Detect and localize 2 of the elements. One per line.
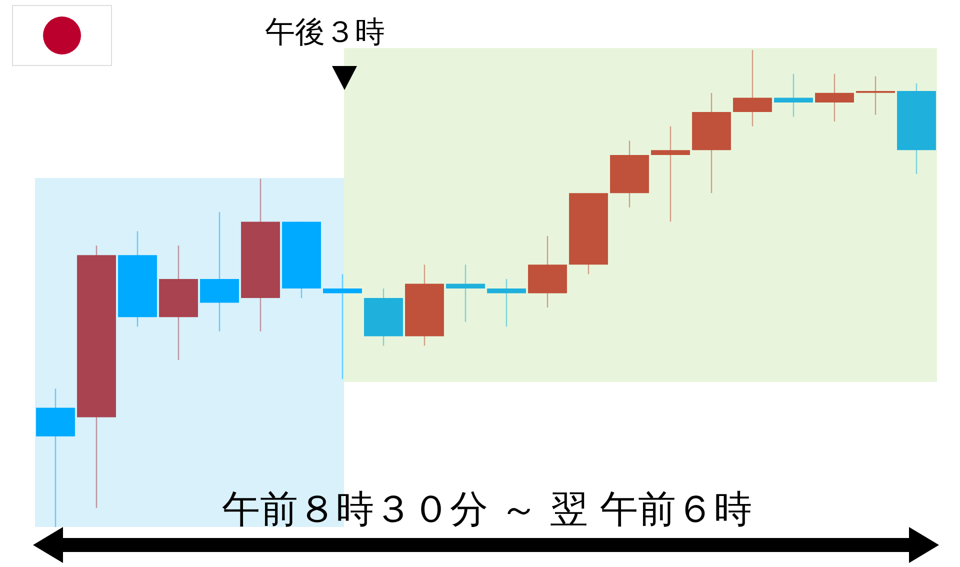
annotation: 午前８時３０分 ～ 翌 午前６時 (222, 486, 752, 533)
annotation: 午後３時 (265, 14, 385, 52)
